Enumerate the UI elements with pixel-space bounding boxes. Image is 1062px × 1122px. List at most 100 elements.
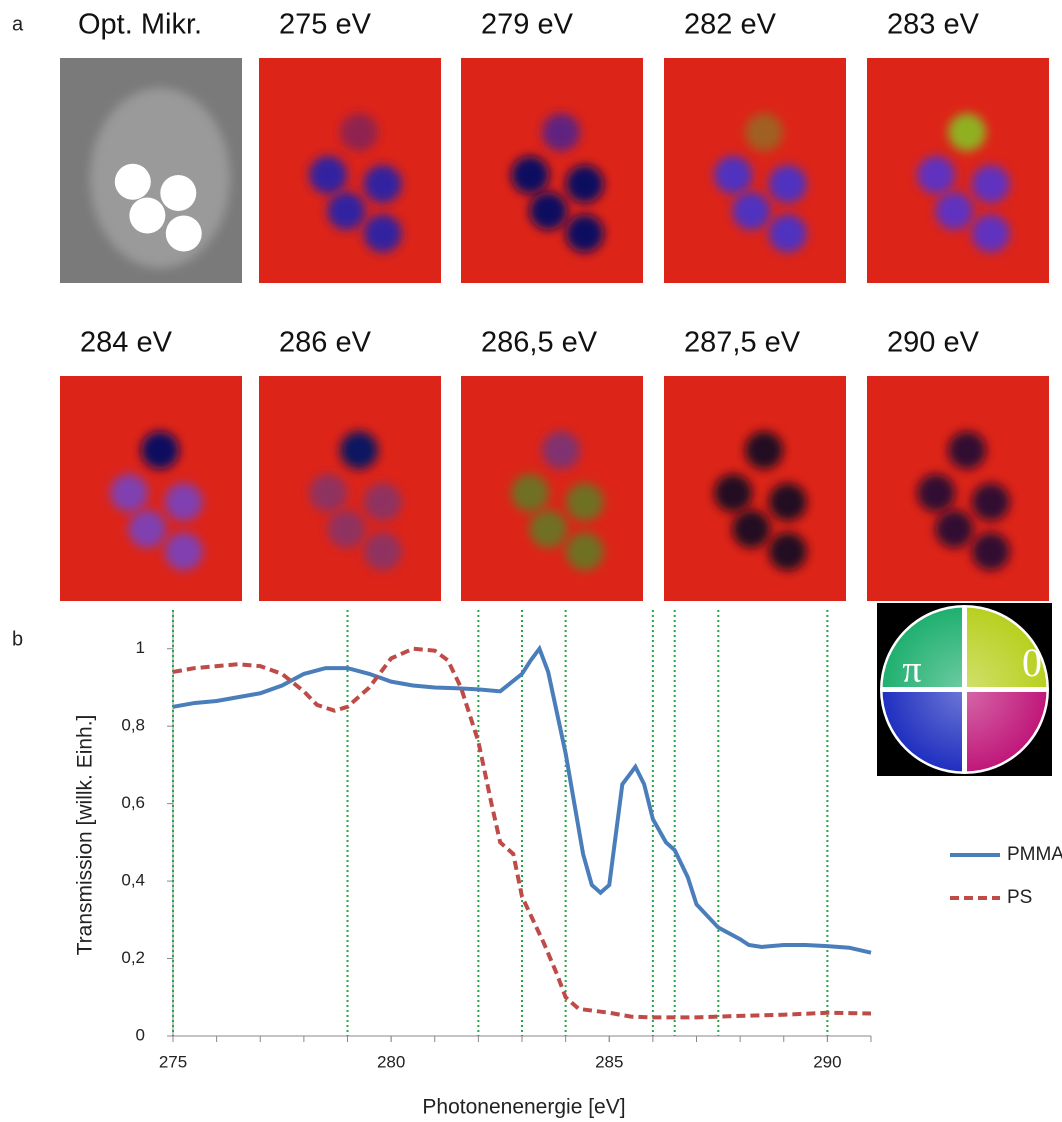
image-title: 286 eV <box>279 327 372 359</box>
image <box>664 376 846 601</box>
line <box>172 646 872 1020</box>
x-tick-label: 285 <box>595 1052 623 1071</box>
legend-label: PMMA <box>1007 844 1062 865</box>
particle <box>948 113 987 152</box>
particle <box>327 510 366 548</box>
particle <box>565 532 604 571</box>
particle <box>141 431 180 470</box>
particle <box>164 532 203 571</box>
image <box>867 376 1049 601</box>
panel-label: a <box>12 13 24 35</box>
particle <box>511 156 550 194</box>
x-tick-label: 290 <box>813 1052 841 1071</box>
image-bg <box>664 58 846 283</box>
particle <box>768 532 807 571</box>
image-bg <box>461 58 643 283</box>
particle <box>327 192 366 230</box>
particle <box>971 214 1010 253</box>
image-title: 275 eV <box>279 9 372 41</box>
particle <box>363 532 402 571</box>
particle <box>732 192 771 230</box>
particle <box>340 113 379 152</box>
image <box>461 376 643 601</box>
y-tick-label: 0,2 <box>121 948 145 967</box>
particle <box>745 113 784 152</box>
image-bg <box>867 58 1049 283</box>
particle <box>745 431 784 470</box>
image <box>60 58 242 283</box>
particle <box>971 483 1010 521</box>
particle <box>565 483 604 521</box>
image-title: 286,5 eV <box>481 327 598 359</box>
particle <box>309 156 348 194</box>
image-title: 282 eV <box>684 9 777 41</box>
image-title: 279 eV <box>481 9 574 41</box>
particle <box>542 113 581 152</box>
image <box>259 58 441 283</box>
particle <box>110 474 149 512</box>
bead <box>165 215 202 252</box>
legend-label: PS <box>1007 887 1032 908</box>
particle <box>164 483 203 521</box>
particle <box>565 165 604 203</box>
particle <box>529 510 568 548</box>
image <box>259 376 441 601</box>
particle <box>511 474 550 512</box>
particle <box>565 214 604 253</box>
particle <box>948 431 987 470</box>
particle <box>363 214 402 253</box>
image-bg <box>461 376 643 601</box>
wheel-label: 0 <box>1022 640 1042 685</box>
particle <box>935 510 974 548</box>
line <box>172 644 872 955</box>
panel-label: b <box>12 628 23 650</box>
particle <box>732 510 771 548</box>
x-axis-title: Photonenenergie [eV] <box>422 1096 625 1119</box>
bead <box>129 197 166 234</box>
particle <box>768 214 807 253</box>
image-title: Opt. Mikr. <box>78 9 202 41</box>
x-tick-label: 275 <box>159 1052 187 1071</box>
y-tick-label: 0,4 <box>121 871 145 890</box>
y-tick-label: 0,8 <box>121 716 145 735</box>
image-bg <box>259 376 441 601</box>
particle <box>363 483 402 521</box>
particle <box>971 165 1010 203</box>
image-bg <box>259 58 441 283</box>
y-tick-label: 0,6 <box>121 793 145 812</box>
particle <box>971 532 1010 571</box>
particle <box>309 474 348 512</box>
y-tick-label: 1 <box>136 638 145 657</box>
image-title: 287,5 eV <box>684 327 801 359</box>
particle <box>714 156 753 194</box>
color-wheel: π 0 <box>877 603 1052 776</box>
particle <box>128 510 167 548</box>
particle <box>542 431 581 470</box>
bead <box>160 175 197 211</box>
x-tick-label: 280 <box>377 1052 405 1071</box>
particle <box>935 192 974 230</box>
particle <box>340 431 379 470</box>
particle <box>768 483 807 521</box>
image-bg <box>664 376 846 601</box>
image <box>664 58 846 283</box>
particle <box>363 165 402 203</box>
particle <box>529 192 568 230</box>
image-title: 284 eV <box>80 327 173 359</box>
image-bg <box>867 376 1049 601</box>
image-bg <box>60 376 242 601</box>
particle <box>768 165 807 203</box>
image <box>867 58 1049 283</box>
y-tick-label: 0 <box>136 1025 145 1044</box>
bead <box>114 163 151 200</box>
particle <box>714 474 753 512</box>
wheel-label: π <box>902 649 921 691</box>
image <box>461 58 643 283</box>
image-title: 283 eV <box>887 9 980 41</box>
image-title: 290 eV <box>887 327 980 359</box>
halo <box>90 88 230 268</box>
image <box>60 376 242 601</box>
particle <box>917 156 956 194</box>
particle <box>917 474 956 512</box>
